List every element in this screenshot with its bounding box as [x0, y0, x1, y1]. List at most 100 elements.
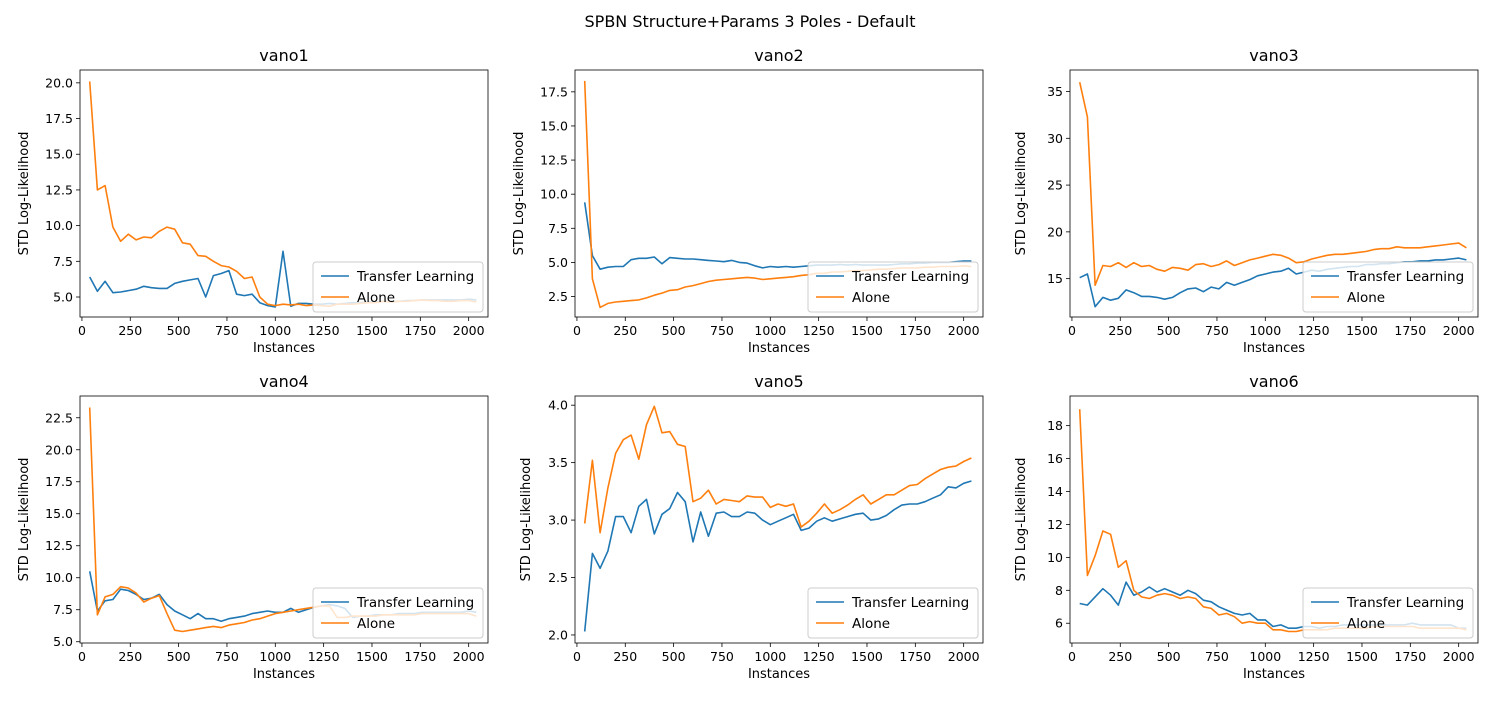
legend-label: Alone — [1347, 290, 1385, 306]
legend-label: Alone — [357, 616, 395, 632]
legend-box — [312, 261, 484, 313]
y-tick-label: 7.5 — [53, 254, 73, 269]
x-tick-label: 250 — [1108, 649, 1132, 664]
y-tick-label: 5.0 — [53, 290, 73, 305]
x-tick-label: 1750 — [899, 649, 931, 664]
y-tick-label: 15.0 — [540, 118, 568, 133]
y-tick-label: 15.0 — [45, 147, 73, 162]
y-tick-label: 12.5 — [540, 153, 568, 168]
subplot-vano2: vano2 0 250 500 750 1000 1250 1500 1750 2000 2.5 5.… — [512, 46, 984, 356]
x-tick-label: 1250 — [308, 323, 340, 338]
x-tick-label: 1750 — [899, 323, 931, 338]
y-tick-label: 14 — [1047, 484, 1063, 499]
legend-label: Transfer Learning — [1346, 595, 1464, 611]
y-tick-label: 5.0 — [548, 255, 568, 270]
legend-label: Transfer Learning — [851, 595, 969, 611]
subplot-vano4: vano4 0 250 500 750 1000 1250 1500 1750 2000 5.0 7.… — [17, 372, 489, 682]
x-tick-label: 750 — [1205, 649, 1229, 664]
legend-box — [312, 587, 484, 639]
y-tick-label: 20.0 — [45, 442, 73, 457]
y-axis-label: STD Log-Likelihood — [519, 458, 534, 582]
series-line-alone — [1078, 82, 1467, 287]
subplot-title: vano4 — [259, 372, 308, 391]
series-group — [583, 405, 972, 632]
y-tick-label: 7.5 — [53, 602, 73, 617]
y-axis-label: STD Log-Likelihood — [17, 458, 32, 582]
x-axis-label: Instances — [748, 667, 810, 682]
subplot-vano5: vano5 0 250 500 750 1000 1250 1500 1750 2000 2.0 2.… — [519, 372, 984, 682]
y-axis-label: STD Log-Likelihood — [1014, 132, 1029, 256]
y-tick-label: 3.5 — [548, 455, 568, 470]
y-tick-label: 30 — [1047, 131, 1063, 146]
subplot-title: vano3 — [1249, 46, 1298, 65]
x-tick-label: 500 — [167, 649, 191, 664]
legend-label: Transfer Learning — [851, 269, 969, 285]
y-tick-label: 17.5 — [45, 111, 73, 126]
legend-box — [1302, 587, 1474, 639]
legend: Transfer Learning Alone — [807, 587, 979, 639]
y-tick-label: 16 — [1047, 451, 1063, 466]
x-tick-label: 1250 — [1298, 323, 1330, 338]
y-tick-label: 20 — [1047, 224, 1063, 239]
x-tick-label: 750 — [710, 323, 734, 338]
legend-box — [807, 587, 979, 639]
x-tick-label: 0 — [573, 649, 581, 664]
legend-label: Alone — [1347, 616, 1385, 632]
subplot-title: vano6 — [1249, 372, 1298, 391]
y-tick-label: 2.0 — [548, 627, 568, 642]
series-line-transfer-learning — [583, 480, 972, 632]
y-tick-label: 12.5 — [45, 182, 73, 197]
x-axis-label: Instances — [253, 667, 315, 682]
y-tick-label: 17.5 — [540, 84, 568, 99]
y-tick-label: 5.0 — [53, 634, 73, 649]
x-tick-label: 1250 — [803, 649, 835, 664]
legend-box — [807, 261, 979, 313]
y-tick-label: 15 — [1047, 271, 1063, 286]
y-tick-label: 2.5 — [548, 570, 568, 585]
x-tick-label: 750 — [215, 649, 239, 664]
y-tick-label: 10.0 — [540, 187, 568, 202]
x-tick-label: 750 — [710, 649, 734, 664]
x-tick-label: 500 — [1157, 323, 1181, 338]
x-tick-label: 1750 — [1394, 649, 1426, 664]
x-tick-label: 1000 — [1249, 649, 1281, 664]
x-tick-label: 1000 — [1249, 323, 1281, 338]
x-tick-label: 1000 — [259, 323, 291, 338]
axes-frame — [79, 69, 489, 318]
y-axis-label: STD Log-Likelihood — [1014, 458, 1029, 582]
x-tick-label: 2000 — [453, 323, 485, 338]
y-tick-label: 8 — [1055, 583, 1063, 598]
x-tick-label: 2000 — [1443, 649, 1475, 664]
legend: Transfer Learning Alone — [312, 587, 484, 639]
y-tick-label: 7.5 — [548, 221, 568, 236]
x-tick-label: 1250 — [803, 323, 835, 338]
legend: Transfer Learning Alone — [312, 261, 484, 313]
y-tick-label: 15.0 — [45, 506, 73, 521]
legend-label: Transfer Learning — [1346, 269, 1464, 285]
x-tick-label: 750 — [1205, 323, 1229, 338]
x-tick-label: 0 — [1068, 323, 1076, 338]
x-tick-label: 1500 — [1346, 323, 1378, 338]
x-axis-label: Instances — [1243, 667, 1305, 682]
x-tick-label: 2000 — [948, 649, 980, 664]
x-tick-label: 2000 — [1443, 323, 1475, 338]
legend-label: Alone — [357, 290, 395, 306]
figure-title: SPBN Structure+Params 3 Poles - Default — [585, 12, 916, 31]
y-tick-label: 20.0 — [45, 75, 73, 90]
y-tick-label: 25 — [1047, 178, 1063, 193]
x-tick-label: 250 — [118, 649, 142, 664]
x-tick-label: 250 — [613, 649, 637, 664]
x-tick-label: 1500 — [1346, 649, 1378, 664]
x-tick-label: 1000 — [754, 649, 786, 664]
x-tick-label: 0 — [78, 649, 86, 664]
legend-label: Alone — [852, 290, 890, 306]
legend: Transfer Learning Alone — [1302, 587, 1474, 639]
x-tick-label: 0 — [1068, 649, 1076, 664]
x-tick-label: 1500 — [851, 649, 883, 664]
legend: Transfer Learning Alone — [807, 261, 979, 313]
subplot-vano1: vano1 0 250 500 750 1000 1250 1500 1750 2000 5.0 7.… — [17, 46, 489, 356]
x-tick-label: 1250 — [1298, 649, 1330, 664]
y-axis-label: STD Log-Likelihood — [512, 132, 527, 256]
x-tick-label: 1750 — [404, 323, 436, 338]
